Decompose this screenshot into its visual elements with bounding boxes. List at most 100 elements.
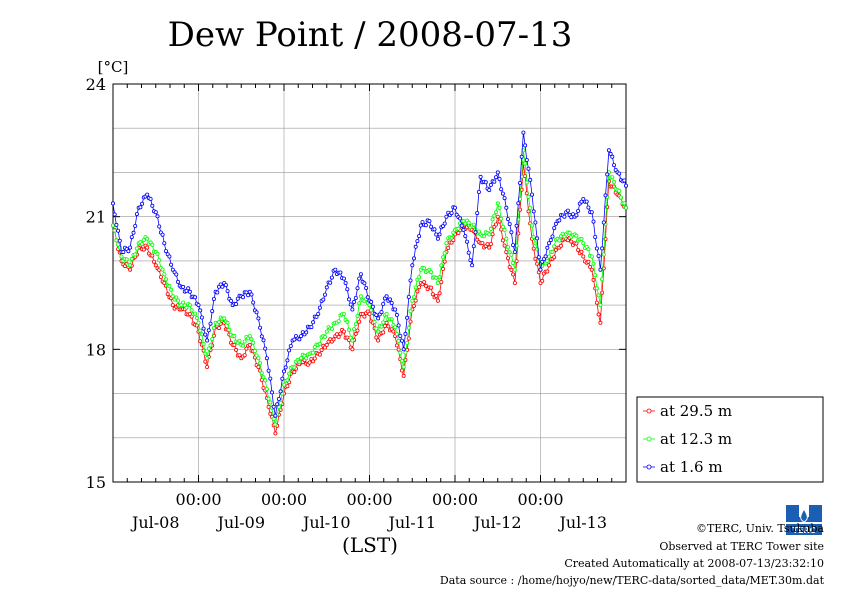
data-point <box>199 332 204 337</box>
data-point <box>586 259 591 264</box>
data-point <box>319 348 324 353</box>
data-point <box>403 331 408 336</box>
data-point <box>466 220 471 225</box>
data-point <box>600 246 605 251</box>
data-point <box>574 233 579 238</box>
data-point <box>511 261 516 266</box>
data-point <box>487 188 492 193</box>
data-point <box>456 226 461 231</box>
data-point <box>389 317 394 322</box>
data-point <box>500 191 505 196</box>
data-point <box>129 256 134 261</box>
data-point <box>228 298 233 303</box>
data-point <box>160 267 165 272</box>
data-point <box>194 323 199 328</box>
data-point <box>596 312 601 317</box>
data-point <box>562 214 567 219</box>
data-point <box>264 356 269 361</box>
data-point <box>505 245 510 250</box>
data-point <box>413 298 418 303</box>
data-point <box>114 238 119 243</box>
data-point <box>393 307 398 312</box>
data-point <box>160 232 165 237</box>
data-point <box>530 223 535 228</box>
data-point <box>394 331 399 336</box>
data-point <box>367 303 372 308</box>
data-point <box>169 262 174 267</box>
x-tick-label-time: 00:00 <box>261 490 307 509</box>
data-point <box>261 338 266 343</box>
data-point <box>216 320 221 325</box>
data-point <box>552 244 557 249</box>
data-point <box>338 331 343 336</box>
data-point <box>321 297 326 302</box>
data-point <box>355 328 360 333</box>
data-point <box>406 294 411 299</box>
data-point <box>617 188 622 193</box>
x-tick-label-date: Jul-09 <box>215 513 265 532</box>
data-point <box>535 236 540 241</box>
data-point <box>511 243 516 248</box>
data-point <box>476 189 481 194</box>
data-point <box>150 242 155 247</box>
data-point <box>601 252 606 257</box>
x-tick-label-date: Jul-11 <box>386 513 436 532</box>
data-point <box>198 308 203 313</box>
data-point <box>331 337 336 342</box>
data-point <box>292 365 297 370</box>
data-point <box>266 368 271 373</box>
data-point <box>341 276 346 281</box>
data-point <box>124 257 129 262</box>
data-point <box>507 222 512 227</box>
data-point <box>538 267 543 272</box>
x-tick-label-date: Jul-12 <box>472 513 522 532</box>
data-point <box>353 295 358 300</box>
series-layer <box>111 130 629 436</box>
data-point <box>581 254 586 259</box>
data-point <box>444 241 449 246</box>
data-point <box>193 311 198 316</box>
data-point <box>348 302 353 307</box>
data-point <box>167 254 172 259</box>
data-point <box>429 285 434 290</box>
source-text: Data source : /home/hojyo/new/TERC-data/… <box>439 574 824 587</box>
data-point <box>169 287 174 292</box>
legend-label: at 12.3 m <box>660 430 732 448</box>
data-point <box>372 319 377 324</box>
data-point <box>394 312 399 317</box>
data-point <box>198 328 203 333</box>
data-point <box>350 338 355 343</box>
y-tick-label: 24 <box>86 75 106 94</box>
data-point <box>343 280 348 285</box>
data-point <box>512 280 517 285</box>
data-point <box>240 295 245 300</box>
data-point <box>437 232 442 237</box>
data-point <box>533 241 538 246</box>
data-point <box>352 299 357 304</box>
data-point <box>432 227 437 232</box>
data-point <box>205 356 210 361</box>
data-point <box>389 300 394 305</box>
data-point <box>114 222 119 227</box>
data-point <box>488 226 493 231</box>
data-point <box>490 232 495 237</box>
data-point <box>523 161 528 166</box>
data-point <box>299 356 304 361</box>
data-point <box>411 295 416 300</box>
data-point <box>399 358 404 363</box>
data-point <box>111 223 116 228</box>
data-point <box>605 172 610 177</box>
data-point <box>493 222 498 227</box>
data-point <box>148 196 153 201</box>
data-point <box>242 353 247 358</box>
data-point <box>396 323 401 328</box>
data-point <box>461 227 466 232</box>
data-point <box>547 241 552 246</box>
data-point <box>145 236 150 241</box>
data-point <box>559 243 564 248</box>
y-axis-ticks: 15 18 21 24 <box>86 75 626 492</box>
legend-entry: at 12.3 m <box>643 430 732 448</box>
legend-label: at 1.6 m <box>660 458 723 476</box>
data-point <box>358 294 363 299</box>
data-point <box>417 275 422 280</box>
